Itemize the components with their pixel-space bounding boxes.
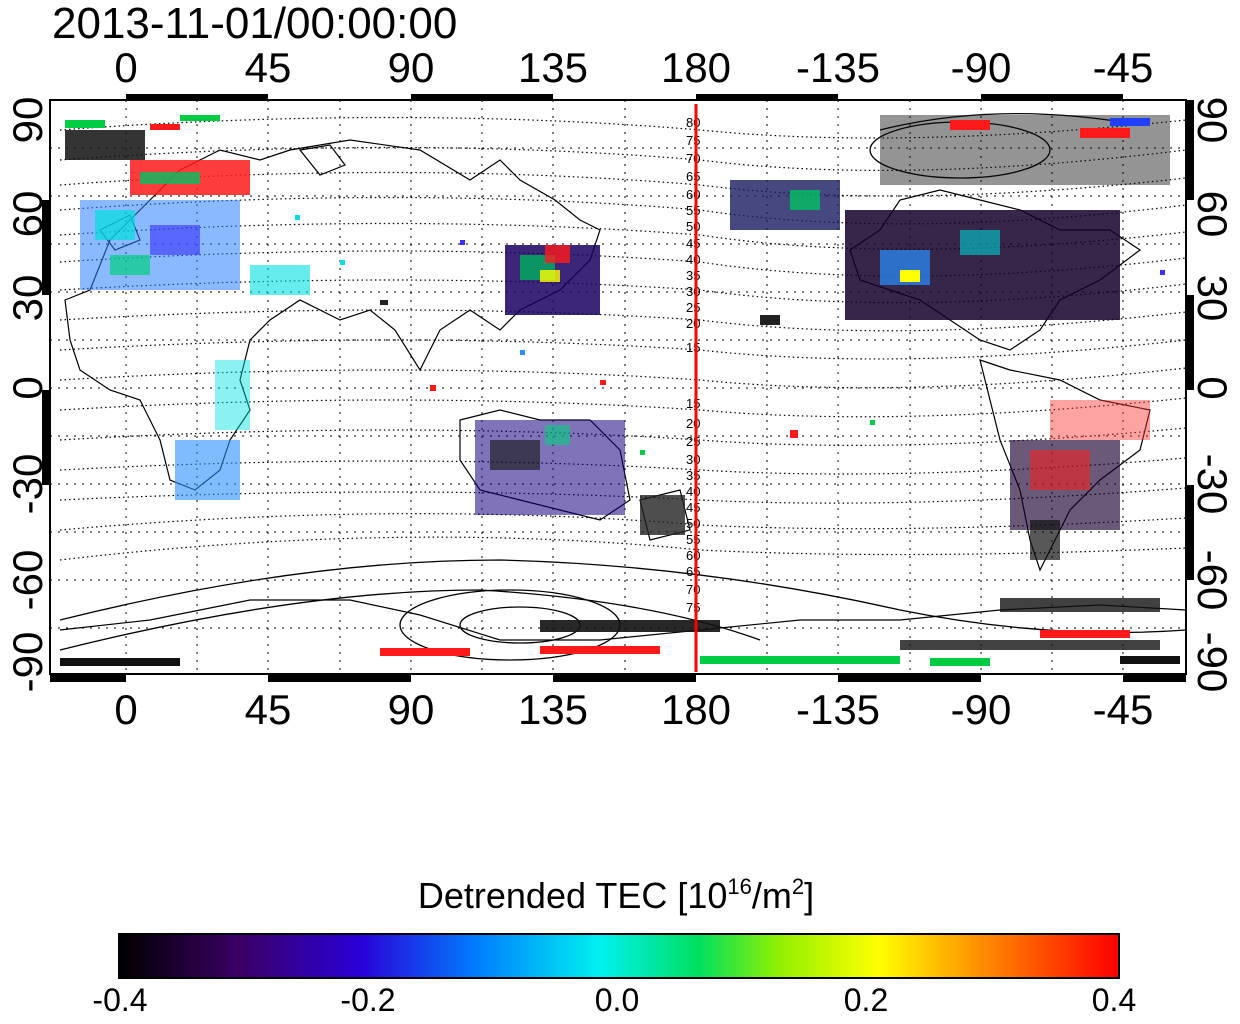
colorbar-title-exponent: 16 (727, 874, 752, 899)
contour-label: 45 (686, 236, 700, 251)
top-lon-tick: -90 (950, 44, 1012, 91)
colorbar-tick: 0.4 (1091, 982, 1137, 1018)
top-axis-bars (126, 94, 1123, 100)
bottom-lon-tick: 135 (517, 686, 589, 733)
bottom-axis-bars (50, 674, 1186, 682)
contour-label: 40 (686, 252, 700, 267)
colorbar-tick: -0.2 (340, 982, 396, 1018)
contour-label: 50 (686, 516, 700, 531)
contour-label: 55 (686, 203, 700, 218)
bottom-lon-tick: 90 (387, 686, 435, 733)
map-canvas: 80 75 70 65 60 55 50 45 40 35 30 25 20 1… (42, 94, 1194, 682)
contour-label: 30 (686, 452, 700, 467)
colorbar-tick: 0.0 (594, 982, 640, 1018)
side-axis-bars (42, 100, 1194, 580)
contour-label: 35 (686, 468, 700, 483)
colorbar-title-text: Detrended TEC [10 (417, 875, 728, 916)
contour-label: 75 (686, 133, 700, 148)
bottom-lon-tick: -90 (950, 686, 1012, 733)
bottom-lon-tick: -45 (1092, 686, 1154, 733)
colorbar-tick: -0.4 (92, 982, 148, 1018)
colorbar-tick: 0.2 (843, 982, 889, 1018)
contour-label: 60 (686, 187, 700, 202)
contour-label: 70 (686, 151, 700, 166)
top-lon-tick: 90 (387, 44, 435, 91)
contour-label: 50 (686, 219, 700, 234)
bottom-lon-tick: 45 (244, 686, 292, 733)
contour-label: 60 (686, 548, 700, 563)
colorbar-title-unit: /m (751, 875, 792, 916)
top-lon-tick: 0 (114, 44, 138, 91)
contour-label: 30 (686, 284, 700, 299)
contour-label: 80 (686, 115, 700, 130)
colorbar-title-unit-exponent: 2 (791, 874, 805, 899)
top-lon-tick: 45 (244, 44, 292, 91)
top-lon-tick: 135 (517, 44, 589, 91)
tec-data-points (60, 115, 1180, 666)
top-lon-tick: 180 (660, 44, 732, 91)
contour-label: 65 (686, 169, 700, 184)
contour-label: 45 (686, 500, 700, 515)
contour-label: 25 (686, 434, 700, 449)
contour-label: 15 (686, 396, 700, 411)
bottom-lon-tick: -135 (795, 686, 881, 733)
geomagnetic-contours (59, 116, 1187, 561)
top-lon-tick: -45 (1092, 44, 1154, 91)
map-title: 2013-11-01/00:00:00 (52, 0, 458, 48)
contour-label: 15 (686, 340, 700, 355)
contour-label: 70 (686, 582, 700, 597)
bottom-lon-tick: 180 (660, 686, 732, 733)
bottom-lon-tick: 0 (114, 686, 138, 733)
colorbar-title-close: ] (804, 875, 815, 916)
colorbar (118, 933, 1120, 979)
contour-label: 20 (686, 316, 700, 331)
colorbar-title: Detrended TEC [1016/m2] (418, 874, 814, 918)
contour-label: 40 (686, 484, 700, 499)
contour-label: 35 (686, 268, 700, 283)
top-lon-tick: -135 (795, 44, 881, 91)
contour-label: 25 (686, 300, 700, 315)
contour-label: 65 (686, 564, 700, 579)
contour-label: 20 (686, 416, 700, 431)
contour-label: 55 (686, 532, 700, 547)
contour-label: 75 (686, 600, 700, 615)
